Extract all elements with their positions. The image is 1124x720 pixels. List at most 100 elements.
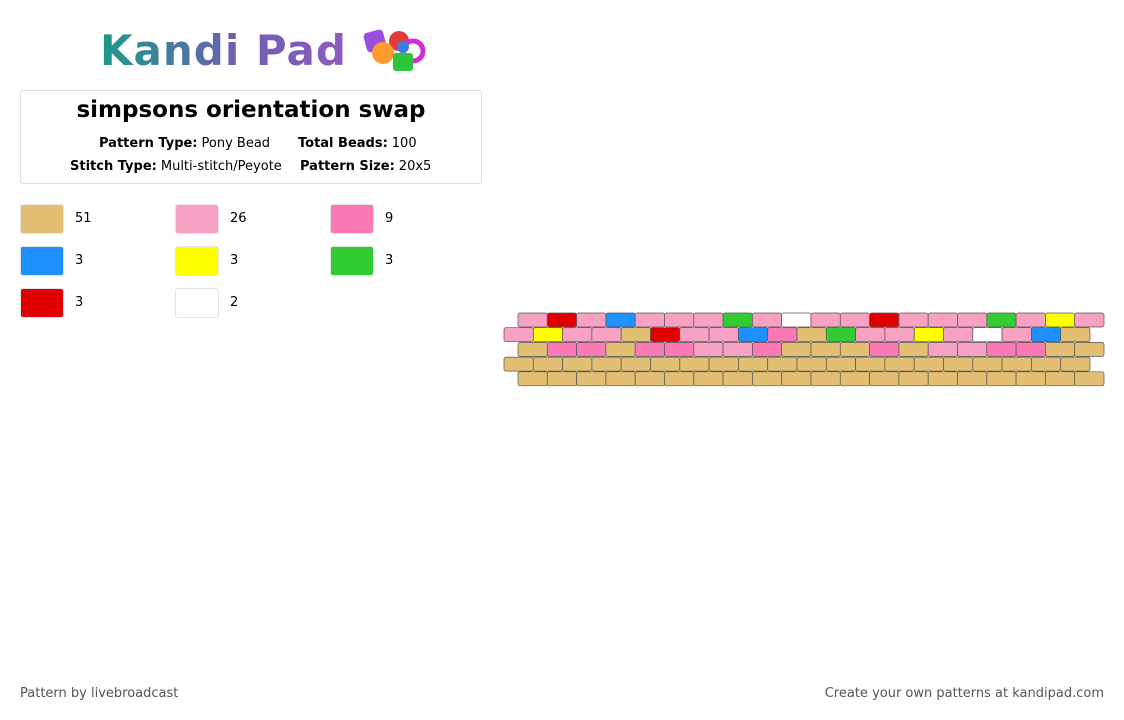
bead xyxy=(825,327,856,343)
bead xyxy=(532,356,563,372)
bead xyxy=(591,327,622,343)
bead xyxy=(634,371,665,387)
bead xyxy=(767,356,798,372)
bead xyxy=(517,342,548,357)
bead xyxy=(1045,312,1076,328)
color-count: 2 xyxy=(230,295,239,310)
bead xyxy=(546,312,577,328)
bead xyxy=(986,342,1017,357)
info-field: Pattern Size: 20x5 xyxy=(300,159,431,174)
info-label: Pattern Size: xyxy=(300,159,395,174)
color-swatch xyxy=(175,246,219,276)
bead xyxy=(650,356,681,372)
bead xyxy=(943,356,974,372)
bead xyxy=(839,312,870,328)
bead xyxy=(781,371,812,387)
color-count: 3 xyxy=(385,253,394,268)
bead xyxy=(664,312,695,328)
bead xyxy=(1060,327,1091,343)
bead xyxy=(957,312,988,328)
info-field: Total Beads: 100 xyxy=(298,136,417,151)
info-label: Pattern Type: xyxy=(99,136,198,151)
bead xyxy=(693,371,724,387)
bead xyxy=(722,371,753,387)
logo[interactable]: Kandi Pad xyxy=(100,22,435,78)
info-field: Pattern Type: Pony Bead xyxy=(99,136,270,151)
info-field: Stitch Type: Multi-stitch/Peyote xyxy=(70,159,282,174)
bead xyxy=(1074,371,1105,387)
bead xyxy=(855,327,886,343)
bead xyxy=(1045,371,1076,387)
bead xyxy=(664,342,695,357)
bead xyxy=(986,312,1017,328)
bead xyxy=(957,371,988,387)
bead xyxy=(546,371,577,387)
bead xyxy=(517,312,548,328)
bead xyxy=(1045,342,1076,357)
color-swatch xyxy=(330,246,374,276)
bead xyxy=(855,356,886,372)
bead xyxy=(767,327,798,343)
bead xyxy=(752,371,783,387)
info-value: Pony Bead xyxy=(201,136,271,151)
bead xyxy=(1074,312,1105,328)
bead xyxy=(562,327,593,343)
info-value: Multi-stitch/Peyote xyxy=(160,159,282,174)
bead xyxy=(562,356,593,372)
bead xyxy=(972,327,1003,343)
bead xyxy=(927,371,958,387)
bead xyxy=(605,342,636,357)
bead xyxy=(943,327,974,343)
bead xyxy=(708,327,739,343)
bead xyxy=(591,356,622,372)
bead xyxy=(738,356,769,372)
info-value: 20x5 xyxy=(398,159,432,174)
color-count: 9 xyxy=(385,211,394,226)
bead xyxy=(1015,312,1046,328)
color-swatch xyxy=(20,204,64,234)
bead xyxy=(503,327,534,343)
logo-beads xyxy=(363,29,426,71)
color-swatch xyxy=(175,204,219,234)
bead xyxy=(869,312,900,328)
bead xyxy=(620,327,651,343)
info-label: Stitch Type: xyxy=(70,159,157,174)
color-count: 3 xyxy=(75,295,84,310)
bead xyxy=(693,312,724,328)
bead xyxy=(869,371,900,387)
color-count: 3 xyxy=(230,253,239,268)
color-swatch xyxy=(20,288,64,318)
bead xyxy=(532,327,563,343)
color-count: 3 xyxy=(75,253,84,268)
footer-credit: Pattern by livebroadcast xyxy=(20,686,179,701)
info-value: 100 xyxy=(391,136,417,151)
bead xyxy=(1001,327,1032,343)
bead xyxy=(1015,371,1046,387)
bead xyxy=(869,342,900,357)
bead xyxy=(913,356,944,372)
bead xyxy=(650,327,681,343)
bead xyxy=(517,371,548,387)
color-count: 26 xyxy=(230,211,247,226)
bead xyxy=(796,356,827,372)
bead xyxy=(781,312,812,328)
bead xyxy=(722,312,753,328)
bead xyxy=(1001,356,1032,372)
bead xyxy=(810,371,841,387)
bead xyxy=(576,371,607,387)
bead xyxy=(576,342,607,357)
bead xyxy=(546,342,577,357)
bead xyxy=(708,356,739,372)
footer-link[interactable]: Create your own patterns at kandipad.com xyxy=(824,686,1104,701)
color-swatch xyxy=(330,204,374,234)
bead xyxy=(898,312,929,328)
bead xyxy=(605,371,636,387)
bead xyxy=(738,327,769,343)
bead xyxy=(503,356,534,372)
bead xyxy=(679,356,710,372)
bead xyxy=(679,327,710,343)
bead xyxy=(781,342,812,357)
bead xyxy=(634,312,665,328)
